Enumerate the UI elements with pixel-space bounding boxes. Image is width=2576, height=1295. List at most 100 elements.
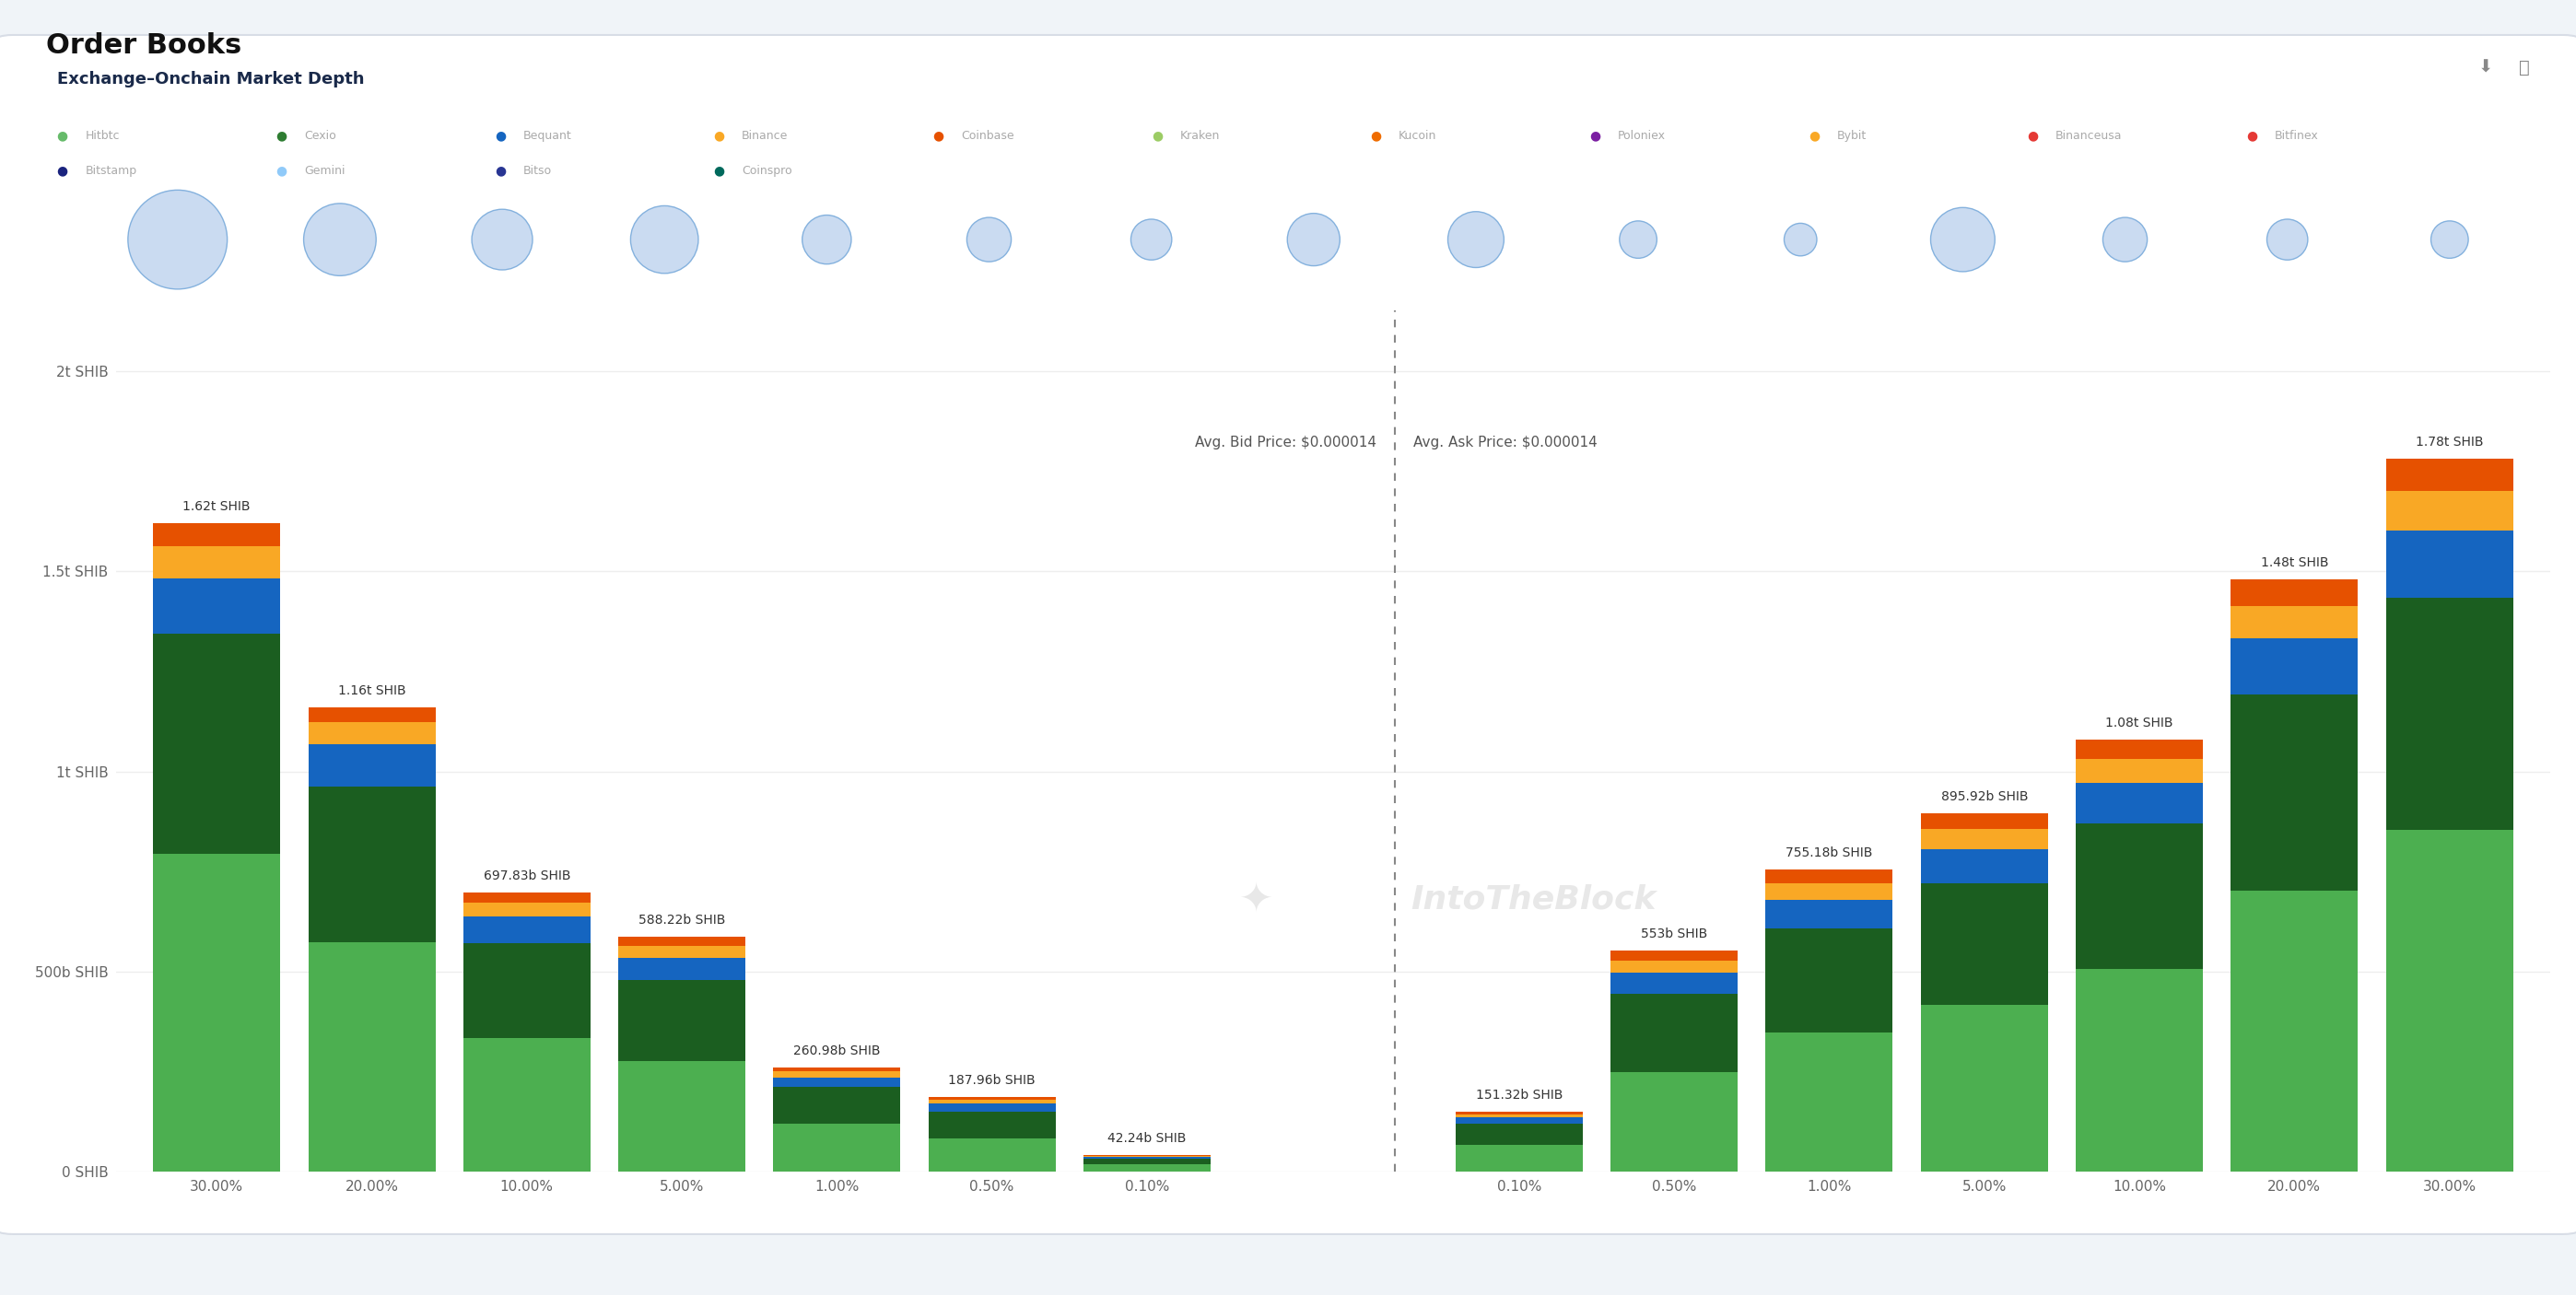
- Text: Kraken: Kraken: [1180, 130, 1221, 142]
- Bar: [309, 723, 435, 745]
- Ellipse shape: [2267, 219, 2308, 260]
- Text: Avg. Ask Price: $0.000014: Avg. Ask Price: $0.000014: [1414, 436, 1597, 449]
- Bar: [927, 1099, 1056, 1103]
- Text: 260.98b SHIB: 260.98b SHIB: [793, 1045, 881, 1058]
- Bar: [1765, 900, 1893, 929]
- Bar: [2076, 824, 2202, 969]
- Bar: [1084, 1159, 1211, 1164]
- Bar: [2385, 530, 2514, 598]
- Text: ●: ●: [57, 164, 67, 177]
- Bar: [1455, 1124, 1582, 1145]
- Bar: [1922, 1005, 2048, 1172]
- Ellipse shape: [304, 203, 376, 276]
- Ellipse shape: [2102, 218, 2148, 262]
- Bar: [309, 707, 435, 723]
- Bar: [152, 853, 281, 1172]
- Bar: [2231, 694, 2357, 891]
- Bar: [618, 945, 744, 957]
- Text: Exchange–Onchain Market Depth: Exchange–Onchain Market Depth: [57, 71, 363, 88]
- Bar: [618, 957, 744, 980]
- Bar: [1922, 829, 2048, 850]
- Bar: [309, 786, 435, 941]
- Bar: [1455, 1118, 1582, 1124]
- Text: 553b SHIB: 553b SHIB: [1641, 927, 1708, 940]
- Text: ●: ●: [57, 130, 67, 142]
- Text: ●: ●: [276, 130, 286, 142]
- Bar: [927, 1111, 1056, 1138]
- Text: Bybit: Bybit: [1837, 130, 1868, 142]
- Bar: [2231, 891, 2357, 1172]
- Bar: [2385, 458, 2514, 491]
- Bar: [2385, 491, 2514, 530]
- Text: ●: ●: [1589, 130, 1600, 142]
- Text: ⬇: ⬇: [2478, 58, 2494, 76]
- Text: ●: ●: [1151, 130, 1162, 142]
- Text: Coinbase: Coinbase: [961, 130, 1015, 142]
- Bar: [773, 1072, 902, 1077]
- Bar: [309, 941, 435, 1172]
- Ellipse shape: [471, 210, 533, 269]
- Text: ●: ●: [714, 130, 724, 142]
- Text: Binanceusa: Binanceusa: [2056, 130, 2123, 142]
- Text: 1.08t SHIB: 1.08t SHIB: [2105, 716, 2174, 729]
- Bar: [464, 903, 590, 917]
- Text: ●: ●: [1808, 130, 1819, 142]
- Bar: [773, 1077, 902, 1088]
- Text: Order Books: Order Books: [46, 32, 242, 60]
- Bar: [2076, 759, 2202, 782]
- Text: Poloniex: Poloniex: [1618, 130, 1667, 142]
- Bar: [927, 1097, 1056, 1099]
- Text: 1.48t SHIB: 1.48t SHIB: [2262, 557, 2329, 569]
- Text: ●: ●: [495, 130, 505, 142]
- Text: ●: ●: [2027, 130, 2038, 142]
- Text: 1.62t SHIB: 1.62t SHIB: [183, 500, 250, 513]
- Text: 1.78t SHIB: 1.78t SHIB: [2416, 436, 2483, 449]
- Bar: [2385, 598, 2514, 830]
- Bar: [618, 980, 744, 1061]
- Bar: [618, 936, 744, 945]
- Text: 187.96b SHIB: 187.96b SHIB: [948, 1074, 1036, 1087]
- Text: Avg. Bid Price: $0.000014: Avg. Bid Price: $0.000014: [1195, 436, 1376, 449]
- Text: ✦: ✦: [1239, 879, 1273, 919]
- Bar: [1765, 869, 1893, 883]
- Bar: [309, 745, 435, 786]
- Bar: [152, 545, 281, 579]
- Text: ●: ●: [495, 164, 505, 177]
- Bar: [2231, 638, 2357, 694]
- Bar: [1084, 1164, 1211, 1172]
- Bar: [773, 1124, 902, 1172]
- Bar: [927, 1138, 1056, 1172]
- Text: Gemini: Gemini: [304, 164, 345, 177]
- Text: 1.16t SHIB: 1.16t SHIB: [337, 685, 404, 697]
- Text: Binance: Binance: [742, 130, 788, 142]
- Ellipse shape: [1785, 223, 1816, 256]
- Text: 42.24b SHIB: 42.24b SHIB: [1108, 1132, 1188, 1145]
- Text: ●: ●: [276, 164, 286, 177]
- Ellipse shape: [631, 206, 698, 273]
- Bar: [1765, 1033, 1893, 1172]
- Bar: [2231, 579, 2357, 606]
- Bar: [1610, 973, 1739, 993]
- Bar: [464, 917, 590, 943]
- Bar: [1455, 1114, 1582, 1118]
- Text: 755.18b SHIB: 755.18b SHIB: [1785, 847, 1873, 860]
- Bar: [1610, 961, 1739, 973]
- Text: IntoTheBlock: IntoTheBlock: [1412, 884, 1656, 916]
- Ellipse shape: [966, 218, 1012, 262]
- Text: Bitfinex: Bitfinex: [2275, 130, 2318, 142]
- Text: ●: ●: [933, 130, 943, 142]
- Text: Coinspro: Coinspro: [742, 164, 793, 177]
- Text: 151.32b SHIB: 151.32b SHIB: [1476, 1089, 1564, 1101]
- Bar: [1765, 929, 1893, 1033]
- Ellipse shape: [1448, 211, 1504, 268]
- Bar: [1922, 883, 2048, 1005]
- Ellipse shape: [801, 215, 850, 264]
- Bar: [152, 633, 281, 853]
- Bar: [152, 523, 281, 545]
- Ellipse shape: [1620, 221, 1656, 258]
- Bar: [1765, 883, 1893, 900]
- Bar: [618, 1061, 744, 1172]
- Bar: [1610, 951, 1739, 961]
- Text: Bitso: Bitso: [523, 164, 551, 177]
- Bar: [1610, 993, 1739, 1072]
